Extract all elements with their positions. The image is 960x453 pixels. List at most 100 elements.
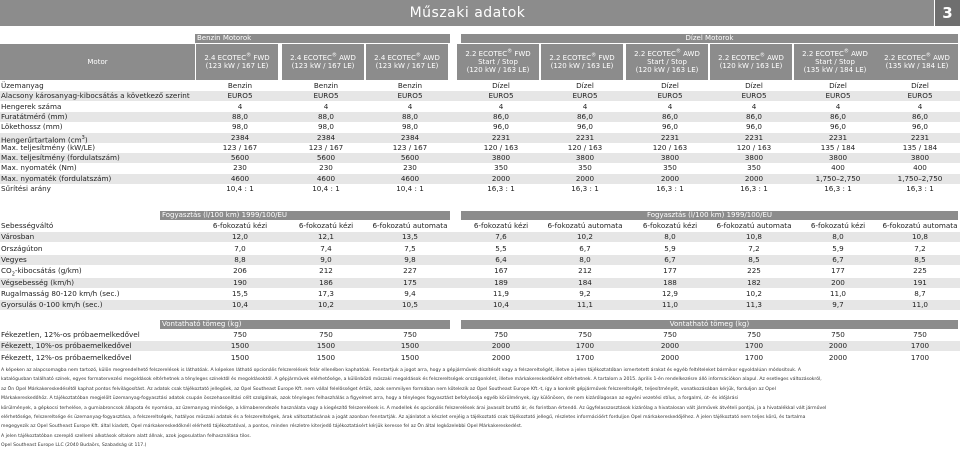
table-cell: 135 / 184 [902,142,938,152]
table-cell: 167 [494,266,508,276]
engine-spec-line: (123 kW / 167 LE) [205,62,269,70]
table-row: Furatátmérő (mm) 88,0 88,0 88,0 86,0 86,0 86,0… [0,111,960,122]
table-row: CO2-kibocsátás (g/km) 206 212 227 167 212 177 2… [0,266,960,277]
table-cell: 206 [233,266,247,276]
registered-mark: ® [675,48,681,55]
table-cell: EURO5 [488,91,514,101]
table-cell: 120 / 163 [483,142,519,152]
row-label-text: Városban [1,232,35,242]
table-cell: 6,7 [579,243,591,253]
engine-spec-line: (135 kW / 184 LE) [885,62,949,70]
table-cell: 212 [319,266,333,276]
table-cell: Benzin [227,81,253,90]
row-label-text: Fékezetlen, 12%-os próbaemelkedővel [1,330,140,339]
row-label: Alacsony károsanyag-kibocsátás a követke… [1,91,190,101]
table-cell: 12,0 [231,232,248,242]
table-cell: 230 [233,163,247,173]
table-cell: 9,8 [404,254,416,264]
engine-name: 2.2 ECOTEC® AWD [718,53,784,62]
row-label: Fékezett, 10%-os próbaemelkedővel [1,341,132,351]
engine-power-line: (135 kW / 184 LE) [803,66,867,74]
table-cell: 2384 [230,132,250,142]
table-row: Fékezett, 10%-os próbaemelkedővel 1500 150… [0,341,960,352]
table-cell: 1500 [230,352,250,362]
table-cell: 2000 [660,352,680,362]
table-cell: 5,9 [832,243,844,253]
table-cell: Dízel [576,81,594,90]
table-cell: Dízel [661,81,679,90]
drive-type: FWD [512,50,531,58]
table-cell: 8,5 [914,254,926,264]
table-cell: 10,4 : 1 [226,184,254,193]
drive-type: AWD [420,54,440,62]
engine-model: 2.2 ECOTEC [549,54,592,62]
table-cell: 6,4 [495,254,507,264]
table-cell: 1700 [744,341,764,351]
section-band-benzin: Fogyasztás (l/100 km) 1999/100/EU [160,211,450,220]
table-cell: 750 [578,330,592,339]
table-cell: 96,0 [576,122,593,132]
table-cell: 10,8 [911,232,928,242]
table-cell: Benzin [313,81,339,90]
table-cell: 6-fokozatú kézi [642,221,698,230]
engine-model: 2.4 ECOTEC [204,54,247,62]
engine-power-line: (120 kW / 163 LE) [635,66,699,74]
row-label-text: Országúton [1,243,43,253]
table-cell: 120 / 163 [652,142,688,152]
table-row: Fékezett, 12%-os próbaemelkedővel 1500 150… [0,353,960,363]
table-cell: 750 [494,330,508,339]
table-cell: 2231 [744,132,764,142]
table-cell: 11,0 [911,300,928,310]
table-cell: 189 [494,277,508,287]
table-cell: EURO5 [227,91,253,101]
table-cell: 96,0 [745,122,762,132]
row-label: Sebességváltó [1,221,53,231]
table-cell: 88,0 [401,111,418,121]
table-cell: 2231 [828,132,848,142]
table-cell: EURO5 [572,91,598,101]
drive-type: FWD [596,54,615,62]
row-label: Fékezett, 12%-os próbaemelkedővel [1,353,132,363]
table-cell: 350 [578,163,592,173]
engine-model: 2.2 ECOTEC [802,50,844,58]
table-row: Gyorsulás 0-100 km/h (sec.) 10,4 10,2 10,5 1… [0,300,960,311]
table-row: Üzemanyag Benzin Benzin Benzin Dízel Dízel Díz… [0,81,960,91]
row-label-text: Sűrítési arány [1,184,51,193]
table-cell: 350 [663,163,677,173]
table-cell: 6-fokozatú kézi [810,221,866,230]
table-cell: 1,750–2,750 [815,173,861,183]
table-cell: 4 [237,101,243,111]
footnote-line: az Ön Opel Márkakereskedésétől kaphat po… [1,386,776,392]
row-label-tail: ) [84,134,88,144]
table-cell: 7,4 [320,243,332,253]
table-cell: 9,4 [404,288,416,298]
table-cell: 7,2 [914,243,926,253]
table-row: Fékezetlen, 12%-os próbaemelkedővel 750 75… [0,330,960,340]
table-cell: 11,3 [745,300,762,310]
engine-spec-line: (123 kW / 167 LE) [291,62,355,70]
table-cell: 7,2 [748,243,760,253]
table-cell: 4 [667,101,673,111]
section-band-dizel: Vontatható tömeg (kg) [461,320,958,329]
row-label: Üzemanyag [1,81,44,91]
table-cell: 10,4 : 1 [312,184,340,193]
table-row: Országúton 7,0 7,4 7,5 5,5 6,7 5,9 7,2 5,9 7,2 [0,244,960,254]
engine-spec-line: (123 kW / 167 LE) [375,62,439,70]
row-label: Max. nyomaték (fordulatszám) [1,174,111,184]
footnote-line: katalógusban található színek, egyes for… [1,377,822,383]
table-row: Végsebesség (km/h) 190 186 175 189 184 188 182 2… [0,277,960,288]
table-cell: 400 [831,163,845,173]
table-cell: 5,5 [495,243,507,253]
registered-mark: ® [925,52,931,59]
table-cell: 120 / 163 [736,142,772,152]
row-label-text: Végsebesség (km/h) [1,277,75,287]
table-row: Rugalmasság 80-120 km/h (sec.) 15,5 17,3 9,… [0,289,960,299]
table-cell: EURO5 [741,91,767,101]
row-label-text: Max. nyomaték (Nm) [1,163,77,173]
table-cell: 16,3 : 1 [906,184,934,193]
footnote-line: Márkakereskedőhöz. A tájékoztatóban megj… [1,396,739,402]
table-row: Max. nyomaték (fordulatszám) 4600 4600 4600… [0,173,960,184]
table-cell: 6,7 [832,254,844,264]
table-cell: 2231 [491,132,511,142]
table-row: Hengerek száma 4 4 4 4 4 4 4 4 4 [0,102,960,112]
